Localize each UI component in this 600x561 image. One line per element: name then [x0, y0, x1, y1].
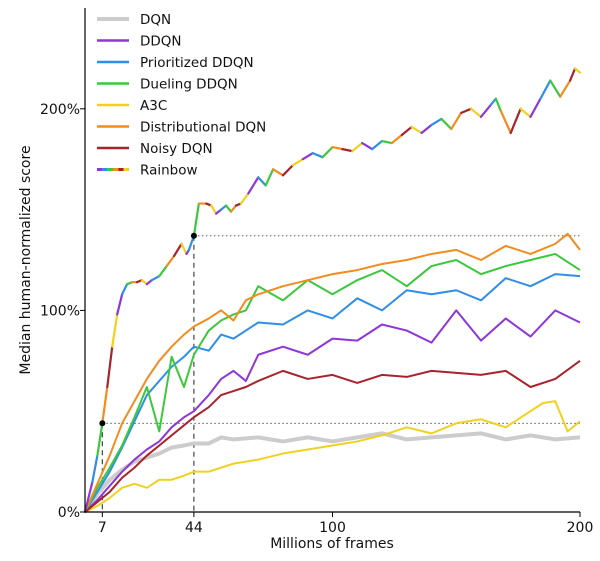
series-rainbow-segment [224, 204, 233, 213]
series-rainbow-segment [420, 123, 433, 135]
series-rainbow-segment [430, 117, 443, 127]
legend-label-a3c: A3C [140, 98, 167, 114]
series-rainbow-segment [106, 345, 114, 389]
annotation-marker [99, 420, 106, 427]
series-rainbow-segment [264, 168, 275, 187]
series-dueling-ddqn [84, 252, 581, 513]
series-rainbow-segment [165, 254, 176, 268]
series-rainbow-segment [111, 313, 119, 348]
series-rainbow-segment [341, 148, 354, 153]
series-rainbow-segment [390, 133, 403, 145]
series-rainbow-segment [291, 158, 304, 167]
legend-label-dqn: DQN [140, 12, 171, 28]
y-axis-label: Median human-normalized score [18, 145, 34, 374]
series-rainbow-segment [158, 264, 168, 278]
series-rainbow-segment [371, 139, 384, 151]
series-rainbow-segment [96, 422, 104, 457]
tick-labels: 7 44 100 200 0% 100% 200% [40, 102, 593, 536]
series-rainbow [83, 67, 582, 514]
series-rainbow-segment [529, 97, 542, 118]
series-dqn [83, 431, 581, 514]
series-rainbow-segment [559, 79, 572, 98]
x-tick-label: 44 [185, 520, 203, 536]
series-lines [83, 67, 582, 514]
series-rainbow-segment [549, 79, 562, 98]
series-rainbow-segment [489, 97, 497, 106]
series-rainbow-segment [450, 111, 463, 131]
series-rainbow-segment [410, 125, 423, 135]
legend-label-ddqn: DDQN [140, 34, 182, 50]
series-rainbow-segment [121, 283, 129, 296]
series-distributional-dqn [84, 232, 581, 513]
series-rainbow-segment [351, 141, 364, 153]
annotation-marker [190, 232, 197, 239]
legend-label-noisy-dqn: Noisy DQN [140, 141, 213, 157]
series-rainbow-segment [229, 204, 238, 213]
series-rainbow-segment [301, 152, 314, 161]
series-rainbow-segment [257, 176, 267, 187]
series-rainbow-segment [460, 107, 473, 114]
series-noisy-dqn [84, 359, 581, 513]
series-prioritized-ddqn [84, 273, 581, 513]
series-rainbow-segment [247, 176, 260, 195]
series-rainbow-segment [573, 67, 582, 74]
series-rainbow-segment [499, 109, 512, 135]
legend-label-distributional-dqn: Distributional DQN [140, 120, 266, 136]
series-rainbow-segment [101, 385, 109, 425]
series-rainbow-segment [400, 125, 413, 137]
x-tick-label: 100 [319, 520, 346, 536]
legend-label-prioritized-ddqn: Prioritized DDQN [140, 55, 254, 71]
y-tick-label: 200% [40, 102, 80, 118]
series-rainbow-segment [91, 454, 99, 483]
series-rainbow-segment [239, 192, 250, 205]
series-rainbow-segment [361, 141, 374, 151]
x-tick-label: 7 [98, 520, 107, 536]
series-rainbow-segment [440, 117, 453, 131]
series-rainbow-segment [568, 67, 577, 82]
series-rainbow-segment [83, 480, 94, 514]
series-rainbow-segment [479, 103, 492, 118]
series-rainbow-segment [180, 242, 188, 256]
annotation-markers [99, 232, 197, 427]
series-rainbow-segment [519, 107, 532, 118]
reference-lines [101, 235, 580, 512]
series-rainbow-segment [272, 168, 285, 177]
x-tick-label: 200 [567, 520, 594, 536]
series-rainbow-segment [539, 79, 552, 100]
series-rainbow-segment [281, 164, 294, 177]
series-rainbow-segment [116, 293, 124, 316]
y-tick-label: 100% [40, 303, 80, 319]
series-rainbow-segment [331, 146, 344, 151]
legend-label-rainbow: Rainbow [140, 163, 198, 179]
legend-label-dueling-ddqn: Dueling DDQN [140, 77, 238, 93]
series-rainbow-segment [150, 275, 161, 282]
series-rainbow-segment [321, 146, 334, 159]
series-rainbow-segment [380, 139, 393, 145]
series-rainbow-segment [192, 202, 200, 237]
series-ddqn [84, 309, 581, 513]
y-tick-label: 0% [58, 505, 80, 521]
series-rainbow-segment [494, 97, 502, 112]
legend: DQN DDQN Prioritized DDQN Dueling DDQN A3C Di… [97, 12, 266, 179]
series-a3c [84, 400, 581, 513]
series-rainbow-segment [210, 204, 218, 215]
series-rainbow-segment [173, 242, 183, 258]
series-rainbow-segment [470, 107, 483, 118]
x-axis-label: Millions of frames [270, 536, 394, 552]
series-rainbow-segment [311, 152, 324, 159]
series-rainbow-segment [509, 107, 522, 135]
